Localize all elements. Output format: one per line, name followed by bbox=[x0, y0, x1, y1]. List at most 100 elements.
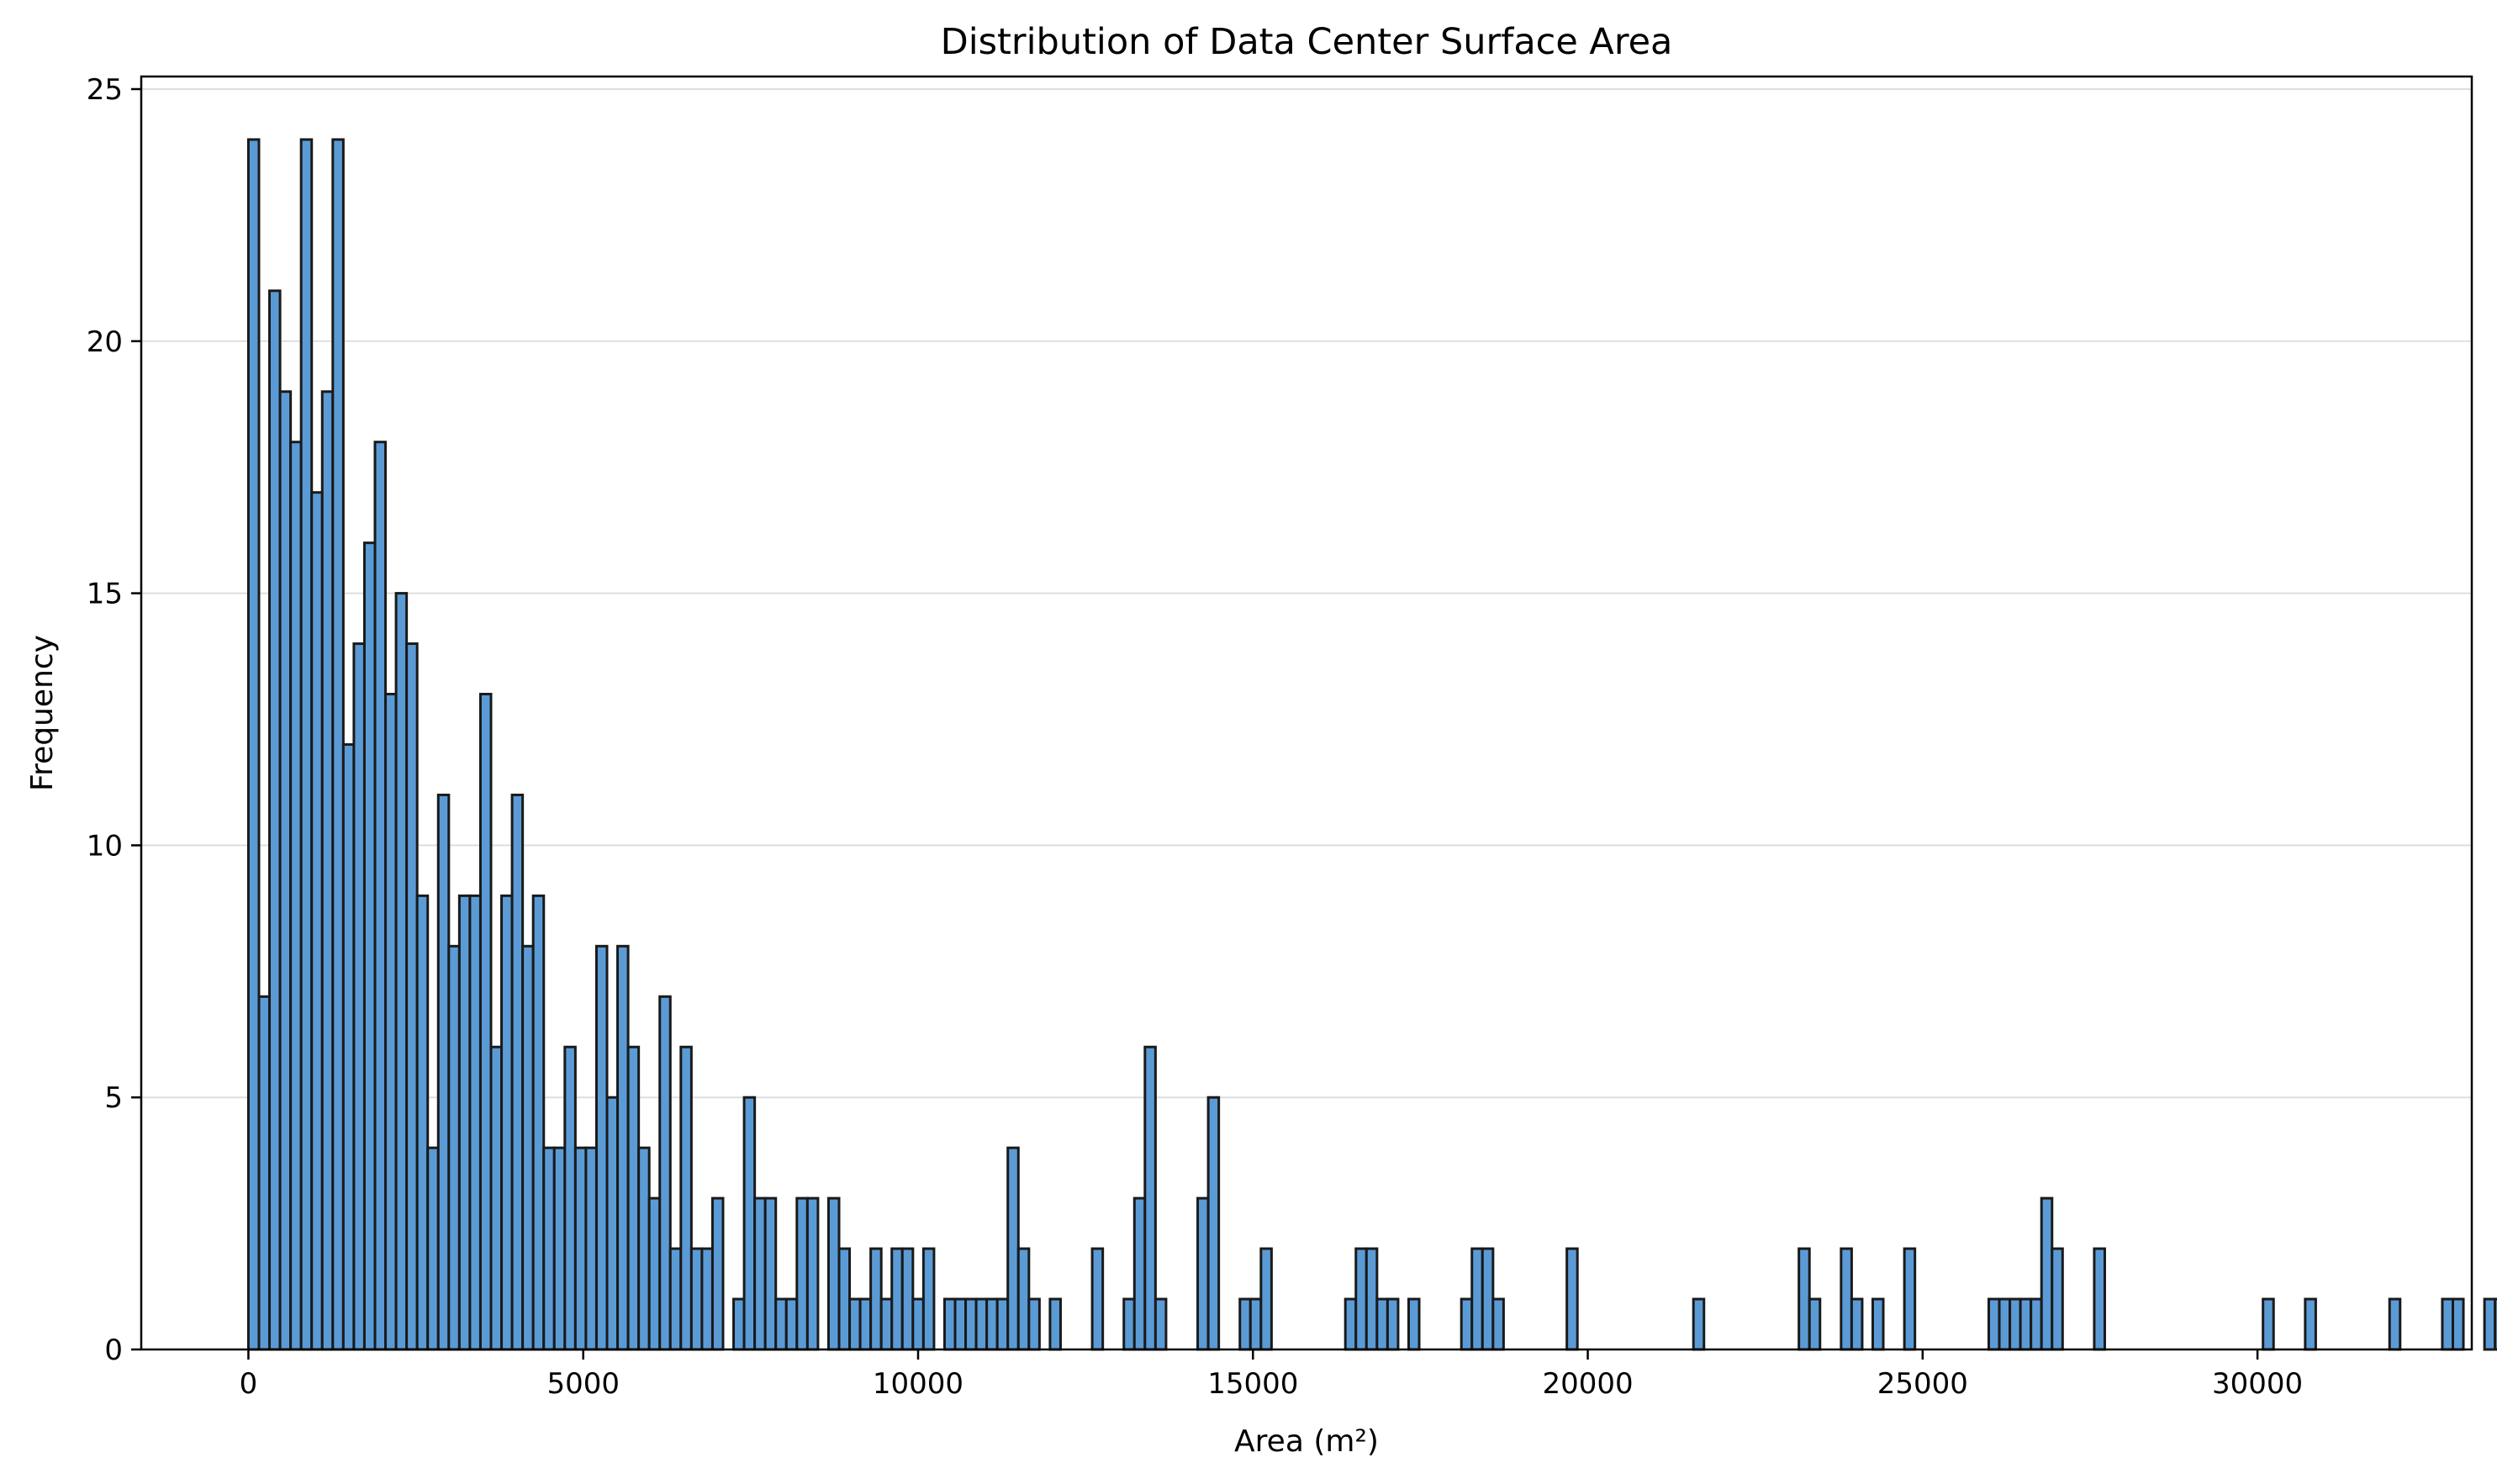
histogram-bar bbox=[616, 944, 630, 1351]
histogram-bar bbox=[2262, 1297, 2275, 1351]
histogram-bar bbox=[289, 441, 303, 1351]
histogram-bar bbox=[1006, 1146, 1020, 1351]
histogram-bar bbox=[384, 693, 398, 1351]
histogram-bar bbox=[1206, 1096, 1221, 1351]
histogram-bar bbox=[542, 1146, 556, 1351]
histogram-bar bbox=[1365, 1247, 1379, 1351]
histogram-bar bbox=[805, 1196, 820, 1351]
chart-title: Distribution of Data Center Surface Area bbox=[941, 21, 1673, 63]
x-axis-ticks: 0 5000 10000 15000 20000 25000 30000 bbox=[240, 1349, 2303, 1401]
histogram-bar bbox=[953, 1297, 968, 1351]
histogram-bar bbox=[257, 995, 272, 1351]
histogram-bar bbox=[848, 1297, 862, 1351]
histogram-bar bbox=[1470, 1247, 1484, 1351]
histogram-bar bbox=[426, 1146, 440, 1351]
histogram-bar bbox=[320, 390, 335, 1351]
histogram-bar bbox=[362, 541, 377, 1351]
histogram-bar bbox=[278, 390, 293, 1351]
histogram-bar bbox=[700, 1247, 714, 1351]
histogram-bar bbox=[1259, 1247, 1273, 1351]
y-tick-label: 0 bbox=[104, 1333, 123, 1367]
histogram-bar bbox=[1903, 1247, 1917, 1351]
histogram-bar bbox=[489, 1045, 504, 1351]
histogram-bar bbox=[784, 1297, 799, 1351]
histogram-bar bbox=[795, 1196, 809, 1351]
histogram-bar bbox=[753, 1196, 767, 1351]
histogram-bar bbox=[2483, 1297, 2497, 1351]
histogram-bar bbox=[415, 894, 430, 1351]
histogram-bar bbox=[1016, 1247, 1031, 1351]
histogram-bar bbox=[1143, 1045, 1157, 1351]
histogram-bar bbox=[1491, 1297, 1505, 1351]
histogram-bar bbox=[1871, 1297, 1885, 1351]
histogram-bar bbox=[942, 1297, 957, 1351]
histogram-bar bbox=[405, 642, 419, 1351]
histogram-bar bbox=[447, 944, 461, 1351]
histogram-bar bbox=[1481, 1247, 1495, 1351]
plot-area-frame bbox=[140, 75, 2473, 1351]
histogram-bar bbox=[341, 742, 356, 1351]
histogram-bar bbox=[331, 138, 345, 1351]
histogram-bar bbox=[1692, 1297, 1706, 1351]
histogram-bar bbox=[1132, 1196, 1147, 1351]
histogram-bar bbox=[500, 894, 514, 1351]
histogram-bar bbox=[732, 1297, 746, 1351]
histogram-bar bbox=[563, 1045, 577, 1351]
histogram-bar bbox=[668, 1247, 683, 1351]
histogram-bar bbox=[584, 1146, 598, 1351]
histogram-bar bbox=[478, 693, 493, 1351]
histogram-bar bbox=[900, 1247, 915, 1351]
y-tick-label: 25 bbox=[87, 73, 123, 107]
y-tick-label: 10 bbox=[87, 829, 123, 863]
histogram-bar bbox=[1238, 1297, 1252, 1351]
histogram-bar bbox=[2093, 1247, 2106, 1351]
histogram-bar bbox=[2451, 1297, 2465, 1351]
histogram-bar bbox=[1798, 1247, 1811, 1351]
histogram-bar bbox=[510, 793, 525, 1351]
histogram-bar bbox=[826, 1196, 841, 1351]
y-tick-label: 5 bbox=[104, 1081, 123, 1115]
histogram-bar bbox=[1090, 1247, 1105, 1351]
y-tick-label: 20 bbox=[87, 325, 123, 359]
histogram-bar bbox=[1153, 1297, 1168, 1351]
histogram-bar bbox=[457, 894, 472, 1351]
x-tick-label: 25000 bbox=[1877, 1367, 1968, 1401]
histogram-bar bbox=[869, 1247, 883, 1351]
histogram-bar bbox=[436, 793, 451, 1351]
histogram-bar bbox=[1196, 1196, 1210, 1351]
histogram-bar bbox=[985, 1297, 999, 1351]
histogram-bar bbox=[647, 1196, 662, 1351]
histogram-bar bbox=[2009, 1297, 2022, 1351]
histogram-bar bbox=[1122, 1297, 1136, 1351]
histogram-bar bbox=[2030, 1297, 2043, 1351]
histogram-bar bbox=[911, 1297, 925, 1351]
histogram-bar bbox=[1808, 1297, 1822, 1351]
histogram-bar bbox=[373, 441, 388, 1351]
histogram-bar bbox=[468, 894, 482, 1351]
histogram-bar bbox=[1027, 1297, 1041, 1351]
histogram-bar bbox=[1386, 1297, 1400, 1351]
histogram-bar bbox=[1998, 1297, 2012, 1351]
histogram-bar bbox=[1987, 1297, 2001, 1351]
histogram-bar bbox=[394, 592, 409, 1351]
x-tick-label: 30000 bbox=[2212, 1367, 2303, 1401]
histogram-bar bbox=[1048, 1297, 1062, 1351]
histogram-bar bbox=[2388, 1297, 2402, 1351]
histogram-bar bbox=[1460, 1297, 1474, 1351]
histogram-bar bbox=[2304, 1297, 2317, 1351]
histogram-bar bbox=[531, 894, 546, 1351]
x-axis-label: Area (m²) bbox=[1234, 1424, 1379, 1459]
histogram-bar bbox=[552, 1146, 567, 1351]
histogram-bar bbox=[352, 642, 366, 1351]
histogram-bar bbox=[605, 1096, 620, 1351]
histogram-bar bbox=[710, 1196, 725, 1351]
histogram-bar bbox=[637, 1146, 651, 1351]
histogram-bar bbox=[310, 491, 324, 1351]
histogram-bar bbox=[921, 1247, 936, 1351]
histogram-bar bbox=[1565, 1247, 1579, 1351]
histogram-bar bbox=[2051, 1247, 2064, 1351]
y-tick-label: 15 bbox=[87, 578, 123, 611]
histogram-bar bbox=[521, 944, 535, 1351]
x-tick-label: 0 bbox=[240, 1367, 258, 1401]
